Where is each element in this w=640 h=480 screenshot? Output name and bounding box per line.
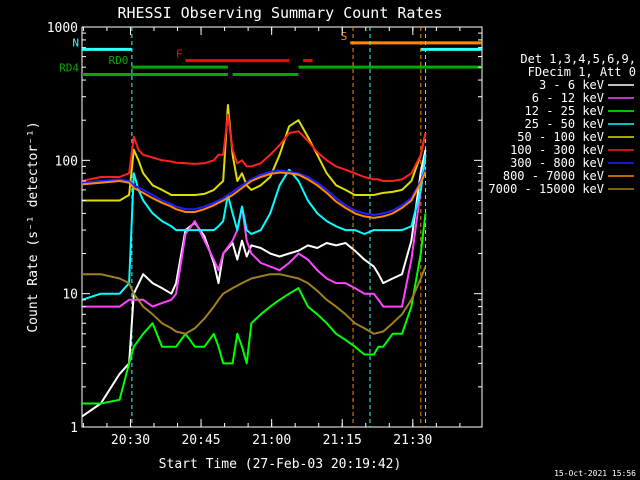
vertical-markers [131,27,427,427]
series-line [82,213,427,405]
legend-entry-label: 800 - 7000 keV [503,169,604,183]
y-tick-label: 1 [70,421,78,436]
legend-entry-label: 300 - 800 keV [510,156,604,170]
legend-header: FDecim 1, Att 0 [528,65,636,79]
series-line [81,113,427,182]
x-tick-label: 21:15 [323,433,362,448]
y-tick-label: 100 [55,154,78,169]
x-tick-label: 21:00 [252,433,291,448]
legend-entry-label: 12 - 25 keV [525,104,604,118]
legend-entry-label: 50 - 100 keV [517,130,604,144]
flag-label-n: N [72,36,79,49]
series-line [81,169,427,216]
series-line [82,154,427,308]
flag-label-rd4: RD4 [59,62,79,75]
legend-entry-label: 100 - 300 keV [510,143,604,157]
x-tick-label: 20:45 [181,433,220,448]
flag-lines: N F S RD0 RD4 [59,30,482,77]
y-axis-ticks: 1 10 100 1000 [47,21,482,436]
flag-label-s: S [341,30,348,43]
plot-frame [81,26,483,428]
x-axis-ticks: 20:30 20:45 21:00 21:15 21:30 [82,27,461,448]
chart-title: RHESSI Observing Summary Count Rates [117,4,442,22]
legend-entry-label: 25 - 50 keV [525,117,604,131]
flag-label-f: F [176,48,183,61]
x-tick-label: 20:30 [111,433,150,448]
x-axis-label: Start Time (27-Feb-03 20:19:42) [159,457,402,472]
legend-entry-label: 7000 - 15000 keV [488,182,604,196]
series-line [82,266,427,335]
legend-entry-label: 6 - 12 keV [532,91,604,105]
series-line [81,154,427,301]
timestamp: 15-Oct-2021 15:56 [554,469,636,478]
y-axis-label: Count Rate (s⁻¹ detector⁻¹) [26,121,41,332]
legend: Det 1,3,4,5,6,9,FDecim 1, Att 03 - 6 keV… [488,52,636,196]
series-lines [81,104,427,418]
y-tick-label: 1000 [47,21,78,36]
series-line [81,149,427,418]
legend-header: Det 1,3,4,5,6,9, [520,52,636,66]
legend-entry-label: 3 - 6 keV [539,78,604,92]
x-tick-label: 21:30 [393,433,432,448]
y-tick-label: 10 [62,288,78,303]
series-line [81,171,427,219]
flag-label-rd0: RD0 [109,54,129,67]
